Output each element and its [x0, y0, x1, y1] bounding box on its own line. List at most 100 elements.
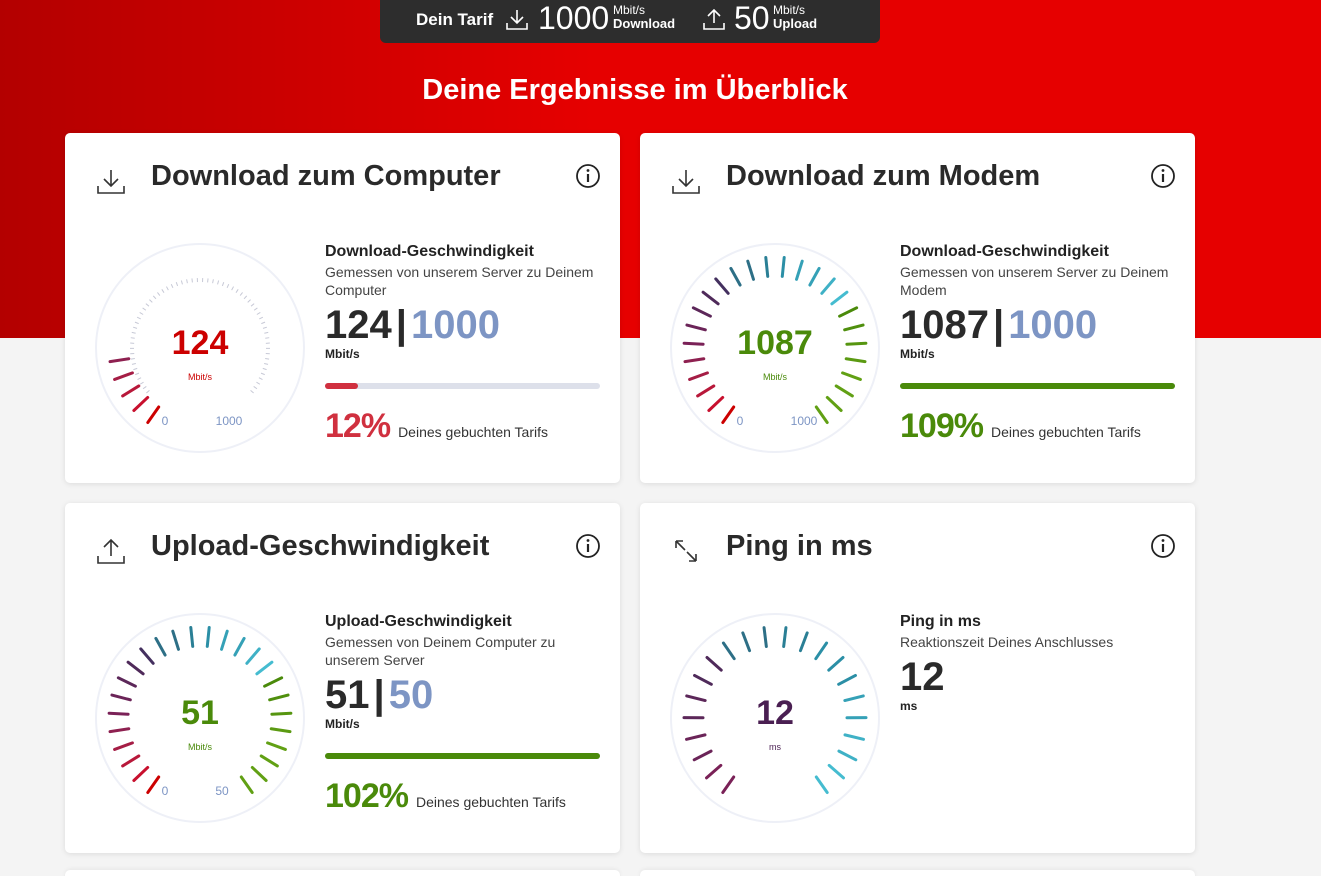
gauge-minor-tick — [250, 390, 254, 394]
gauge-minor-tick — [243, 295, 248, 300]
upload-icon — [703, 8, 725, 30]
gauge-minor-tick — [231, 286, 234, 291]
gauge-tick — [132, 395, 150, 413]
percent-text: Deines gebuchten Tarifs — [398, 424, 549, 440]
gauge-tick — [139, 647, 155, 665]
gauge-min: 0 — [162, 414, 169, 428]
gauge-minor-tick — [258, 377, 263, 380]
tariff-value: 1000 — [410, 303, 500, 347]
gauge-tick — [746, 259, 755, 281]
download-icon — [97, 170, 125, 194]
gauge-minor-tick — [131, 331, 136, 334]
gauge-tick — [171, 629, 180, 651]
stat-values: 1087 | 1000 — [900, 303, 1180, 347]
info-icon[interactable] — [575, 533, 601, 559]
gauge-tick — [692, 749, 713, 762]
gauge-tick — [844, 357, 867, 364]
gauge-minor-tick — [170, 283, 174, 289]
gauge-unit: Mbit/s — [188, 742, 213, 752]
gauge-tick — [233, 636, 246, 657]
separator: | — [395, 303, 407, 347]
gauge-tick — [270, 711, 293, 716]
ping-arrows-icon — [675, 540, 697, 562]
stats-panel: Download-Geschwindigkeit Gemessen von un… — [325, 243, 605, 446]
gauge-minor-tick — [175, 281, 179, 287]
gauge-tick — [825, 395, 843, 413]
card-ping: Ping in ms 12 ms Ping in ms Reaktionszei… — [640, 503, 1195, 853]
gauge-unit: ms — [769, 742, 781, 752]
gauge-tick — [827, 763, 845, 780]
measured-value: 12 — [900, 655, 945, 699]
gauge-value: 51 — [181, 694, 219, 732]
gauge-tick — [729, 266, 742, 287]
gauge-tick — [762, 626, 768, 649]
gauge-tick — [705, 763, 723, 780]
percent-text: Deines gebuchten Tarifs — [990, 424, 1141, 440]
gauge-tick — [108, 357, 131, 364]
gauge-unit: Mbit/s — [188, 372, 213, 382]
gauge-tick — [220, 629, 229, 651]
gauge-minor-tick — [139, 381, 144, 385]
info-icon[interactable] — [1150, 533, 1176, 559]
stats-panel: Upload-Geschwindigkeit Gemessen von Dein… — [325, 613, 605, 816]
gauge-minor-tick — [161, 289, 165, 293]
progress-bar — [900, 383, 1175, 389]
info-icon[interactable] — [1150, 163, 1176, 189]
gauge-max: 1000 — [216, 414, 243, 428]
gauge-minor-tick — [250, 303, 255, 307]
gauge-tick — [205, 625, 211, 648]
stat-values: 12 — [900, 655, 1180, 699]
gauge-tick — [268, 693, 290, 702]
percent-value: 12% — [325, 407, 391, 445]
gauge-tick — [239, 775, 254, 795]
gauge-tick — [721, 641, 736, 661]
stat-unit: Mbit/s — [900, 347, 935, 361]
gauge-tick — [107, 711, 130, 716]
gauge-minor-tick — [135, 372, 140, 376]
gauge-tick — [132, 765, 150, 783]
gauge-minor-tick — [253, 386, 258, 390]
gauge-tick — [121, 384, 141, 398]
gauge-tick — [820, 277, 836, 295]
gauge-tick — [837, 673, 857, 686]
gauge-tick — [741, 631, 752, 653]
gauge-minor-tick — [262, 367, 267, 371]
gauge-tick — [126, 660, 145, 676]
tariff-bar: Dein Tarif 1000 Mbit/s Download 50 Mbit/… — [380, 0, 880, 43]
gauge-minor-tick — [212, 279, 214, 284]
gauge-min: 0 — [162, 784, 169, 798]
gauge-minor-tick — [133, 367, 138, 371]
gauge-tick — [834, 384, 854, 398]
tariff-label: Dein Tarif — [416, 10, 494, 29]
progress-bar — [325, 753, 600, 759]
tariff-download-value: 1000 — [538, 0, 610, 36]
info-icon[interactable] — [575, 163, 601, 189]
gauge-minor-tick — [166, 286, 169, 291]
gauge-minor-tick — [247, 299, 251, 303]
gauge-tick — [693, 673, 713, 686]
gauge-tick — [830, 290, 849, 306]
gauge-tick — [721, 405, 736, 425]
gauge-minor-tick — [157, 292, 161, 296]
speed-gauge: 51 Mbit/s 0 50 — [95, 613, 305, 823]
gauge-value: 12 — [756, 694, 794, 732]
gauge-minor-tick — [145, 303, 150, 307]
gauge-tick — [121, 754, 141, 768]
measured-value: 51 — [325, 673, 370, 717]
tariff-value: 50 — [388, 673, 434, 717]
gauge-minor-tick — [142, 307, 147, 311]
card-title: Download zum Modem — [726, 160, 1041, 192]
gauge-tick — [269, 727, 292, 734]
gauge-tick — [843, 694, 865, 703]
gauge-tick — [808, 266, 821, 287]
tariff-upload-value: 50 — [734, 0, 770, 36]
card-title: Ping in ms — [726, 530, 873, 562]
gauge-min: 0 — [737, 414, 744, 428]
gauge-tick — [721, 775, 736, 795]
tariff-download-unit: Mbit/s Download — [613, 3, 676, 31]
gauge-minor-tick — [262, 326, 267, 329]
gauge-minor-tick — [139, 312, 144, 315]
card-download-modem: Download zum Modem 1087 Mbit/s 0 1000 Do… — [640, 133, 1195, 483]
card-title: Upload-Geschwindigkeit — [151, 530, 490, 562]
percent-row: 109% Deines gebuchten Tarifs — [900, 407, 1180, 446]
